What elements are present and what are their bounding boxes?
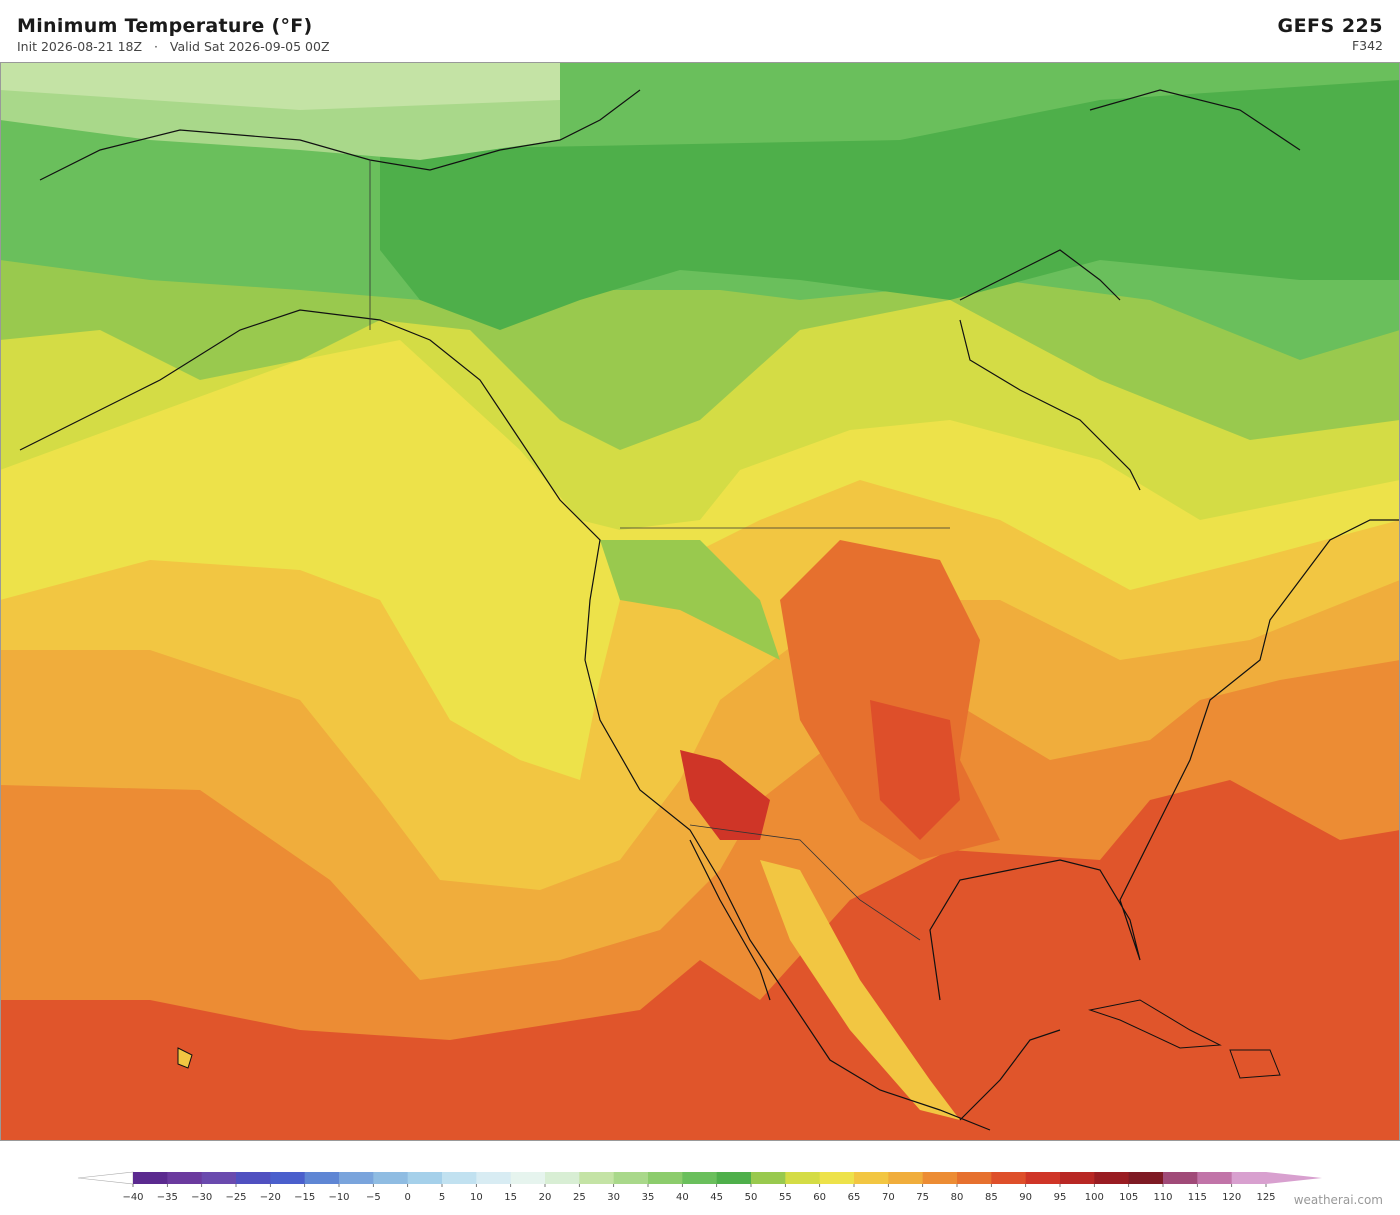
island	[1088, 999, 1281, 1079]
colorbar-segment	[854, 1172, 889, 1184]
colorbar-segment	[579, 1172, 615, 1184]
colorbar-tick-label: 50	[745, 1192, 758, 1203]
field	[0, 62, 560, 110]
coastline	[19, 89, 1400, 1131]
colorbar-segment	[1197, 1172, 1233, 1184]
colorbar-tick-label: 90	[1019, 1192, 1032, 1203]
colorbar-segment	[133, 1172, 168, 1184]
colorbar-tick-label: −35	[157, 1192, 178, 1203]
colorbar-segment	[407, 1172, 443, 1184]
colorbar-under	[77, 1171, 134, 1185]
map-title: Minimum Temperature (°F)	[17, 15, 313, 37]
colorbar-segment	[476, 1172, 512, 1184]
colorbar-tick-label: 75	[916, 1192, 929, 1203]
island	[177, 1047, 193, 1069]
field	[760, 860, 960, 1120]
colorbar-segment	[236, 1172, 271, 1184]
colorbar-segment	[1094, 1172, 1130, 1184]
colorbar-segment	[270, 1172, 306, 1184]
colorbar-tick-label: 20	[539, 1192, 552, 1203]
colorbar-tick-label: 15	[504, 1192, 517, 1203]
colorbar-tick-label: 5	[439, 1192, 445, 1203]
colorbar-segment	[716, 1172, 752, 1184]
colorbar-segment	[1060, 1172, 1095, 1184]
colorbar-segment	[888, 1172, 924, 1184]
colorbar-tick-label: 115	[1188, 1192, 1207, 1203]
border	[369, 160, 950, 941]
colorbar-tick-label: 120	[1222, 1192, 1241, 1203]
colorbar-segment	[751, 1172, 786, 1184]
field	[380, 80, 1400, 330]
colorbar-segment	[785, 1172, 821, 1184]
colorbar-tick-label: 70	[882, 1192, 895, 1203]
colorbar-segment	[510, 1172, 546, 1184]
colorbar-segment	[819, 1172, 855, 1184]
colorbar: −40 −35 −30 −25 −20 −15 −10 −5 0 5 10 15 20 25 30 35 40 4…	[77, 1171, 1322, 1203]
colorbar-segment	[339, 1172, 374, 1184]
field	[600, 540, 780, 660]
colorbar-tick-label: −30	[191, 1192, 212, 1203]
forecast-hour: F342	[1351, 38, 1383, 53]
colorbar-tick-label: 85	[985, 1192, 998, 1203]
colorbar-tick-label: 100	[1085, 1192, 1104, 1203]
colorbar-tick-label: −20	[260, 1192, 281, 1203]
colorbar-segment	[922, 1172, 958, 1184]
colorbar-segment	[201, 1172, 237, 1184]
colorbar-segment	[545, 1172, 580, 1184]
colorbar-tick-label: 95	[1054, 1192, 1067, 1203]
colorbar-segment	[648, 1172, 683, 1184]
colorbar-tick-label: 80	[951, 1192, 964, 1203]
colorbar-segment	[1025, 1172, 1061, 1184]
colorbar-tick-label: −5	[366, 1192, 381, 1203]
colorbar-segment	[442, 1172, 477, 1184]
colorbar-tick-label: 60	[813, 1192, 826, 1203]
field	[680, 750, 770, 840]
colorbar-tick-label: −40	[122, 1192, 143, 1203]
colorbar-segment	[682, 1172, 718, 1184]
colorbar-tick-label: −10	[328, 1192, 349, 1203]
colorbar-over	[1266, 1172, 1322, 1184]
separator: ·	[153, 39, 158, 54]
colorbar-tick-label: 110	[1153, 1192, 1172, 1203]
colorbar-tick-label: 10	[470, 1192, 483, 1203]
brand: weatherai.com	[1293, 1193, 1383, 1207]
colorbar-segment	[1163, 1172, 1198, 1184]
colorbar-segment	[957, 1172, 992, 1184]
model-name: GEFS 225	[1277, 15, 1383, 37]
valid-time: Valid Sat 2026-09-05 00Z	[169, 39, 330, 54]
colorbar-segment	[1231, 1172, 1267, 1184]
colorbar-tick-label: 0	[404, 1192, 410, 1203]
colorbar-segment	[304, 1172, 340, 1184]
colorbar-tick-label: 65	[848, 1192, 861, 1203]
colorbar-tick-label: 30	[607, 1192, 620, 1203]
colorbar-tick-label: 35	[642, 1192, 655, 1203]
colorbar-segment	[167, 1172, 203, 1184]
colorbar-segment	[613, 1172, 649, 1184]
field	[870, 700, 960, 840]
colorbar-tick-label: −15	[294, 1192, 315, 1203]
colorbar-segment	[991, 1172, 1027, 1184]
colorbar-segment	[1128, 1172, 1164, 1184]
init-time: Init 2026-08-21 18Z	[17, 39, 143, 54]
colorbar-tick-label: 40	[676, 1192, 689, 1203]
colorbar-tick-label: 55	[779, 1192, 792, 1203]
colorbar-segment	[373, 1172, 409, 1184]
map	[0, 62, 1400, 1140]
colorbar-tick-label: −25	[225, 1192, 246, 1203]
colorbar-tick-label: 45	[710, 1192, 723, 1203]
subtitle: Init 2026-08-21 18Z · Valid Sat 2026-09-…	[17, 39, 330, 54]
colorbar-tick-label: 125	[1256, 1192, 1275, 1203]
colorbar-tick-label: 25	[573, 1192, 586, 1203]
colorbar-tick-label: 105	[1119, 1192, 1138, 1203]
